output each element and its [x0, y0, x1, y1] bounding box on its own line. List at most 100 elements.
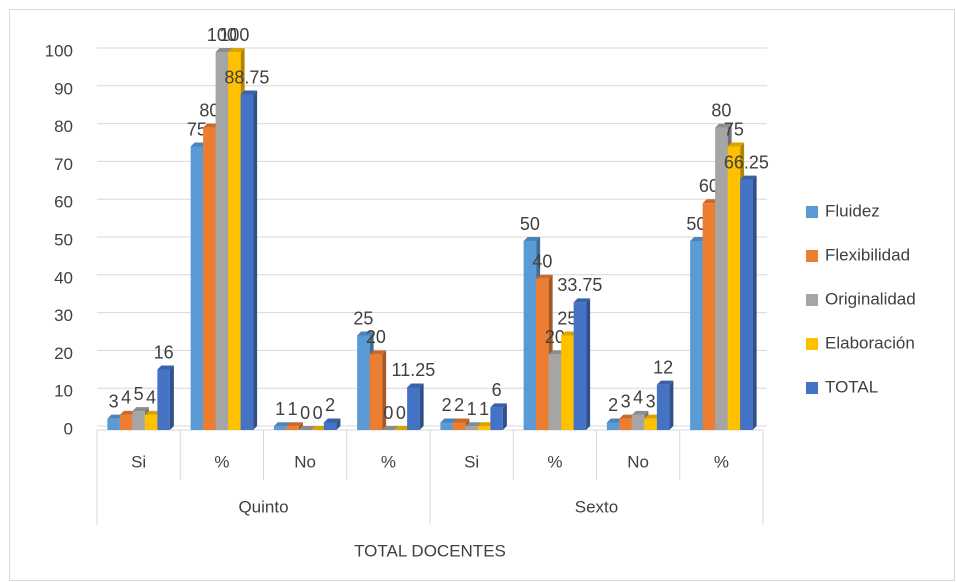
bar-top: [286, 422, 303, 427]
x-tick-label: %: [547, 452, 562, 471]
bar: [465, 426, 478, 430]
data-label: 0: [383, 403, 393, 423]
bar: [619, 418, 632, 430]
bar-top: [203, 123, 220, 128]
bar: [228, 52, 241, 430]
bar: [107, 418, 120, 430]
x-tick-label: %: [381, 452, 396, 471]
group-label: Sexto: [575, 497, 618, 516]
data-label: 40: [532, 252, 552, 272]
data-label: 4: [121, 388, 131, 408]
bar-top: [369, 350, 387, 355]
data-label: 4: [633, 388, 643, 408]
bar: [740, 179, 753, 430]
data-label: 12: [653, 357, 673, 377]
data-label: 75: [724, 119, 744, 139]
data-label: 3: [621, 391, 631, 411]
data-label: 80: [711, 100, 731, 120]
bar-top: [298, 426, 316, 430]
bar-top: [107, 414, 124, 419]
data-label: 1: [467, 399, 477, 419]
x-tick-label: Si: [131, 452, 146, 471]
bar: [452, 422, 466, 430]
bar-top: [548, 350, 566, 355]
bar-top: [119, 410, 137, 415]
data-label: 2: [325, 395, 335, 415]
bar-top: [523, 237, 541, 241]
chart-border: [9, 9, 955, 581]
legend-swatch: [806, 382, 818, 394]
legend-swatch: [806, 294, 818, 306]
bar: [548, 354, 562, 430]
bar-top: [656, 380, 674, 385]
bar: [606, 422, 620, 430]
bar: [715, 127, 728, 430]
bar: [523, 241, 537, 430]
y-tick-label: 70: [54, 155, 73, 174]
data-label: 1: [288, 399, 298, 419]
x-tick-label: No: [294, 452, 316, 471]
bar: [273, 426, 287, 430]
bar-top: [190, 142, 208, 147]
bar: [631, 414, 645, 430]
data-label: 100: [207, 25, 237, 45]
legend-label: TOTAL: [825, 377, 878, 396]
bar-top: [490, 403, 507, 408]
y-tick-label: 0: [64, 419, 73, 438]
data-label: 2: [442, 395, 452, 415]
data-label: 100: [219, 25, 249, 45]
bar: [656, 384, 670, 430]
x-tick-label: %: [714, 452, 729, 471]
data-label: 4: [146, 388, 156, 408]
bar-top: [273, 422, 291, 427]
bar: [240, 94, 254, 431]
y-tick-label: 10: [54, 382, 73, 401]
data-label: 16: [154, 342, 174, 362]
y-tick-label: 100: [45, 41, 73, 60]
bar-top: [228, 48, 245, 52]
data-label: 3: [646, 391, 656, 411]
data-label: 0: [313, 403, 323, 423]
bar-top: [631, 410, 649, 415]
y-tick-label: 60: [54, 193, 73, 212]
y-tick-label: 90: [54, 79, 73, 98]
bar: [144, 414, 158, 430]
bar-top: [144, 410, 162, 415]
bar-top: [407, 383, 424, 388]
data-label: 6: [492, 380, 502, 400]
legend-swatch: [806, 206, 818, 218]
bar-side: [419, 383, 424, 430]
data-label: 60: [699, 176, 719, 196]
bar-top: [240, 90, 258, 95]
x-tick-label: No: [627, 452, 649, 471]
data-label: 88.75: [224, 67, 269, 87]
bar-side: [502, 403, 507, 430]
bar: [157, 369, 170, 430]
bar-top: [477, 422, 495, 427]
bar: [323, 422, 337, 430]
data-label: 3: [109, 391, 119, 411]
legend-swatch: [806, 250, 818, 262]
y-tick-label: 30: [54, 306, 73, 325]
bar-side: [253, 90, 258, 431]
data-label: 75: [187, 119, 207, 139]
bar-top: [157, 365, 174, 370]
bar-top: [702, 199, 720, 204]
x-axis-title: TOTAL DOCENTES: [354, 541, 506, 560]
bar-top: [132, 407, 149, 412]
bar: [407, 387, 420, 430]
bar: [477, 426, 491, 430]
data-label: 50: [686, 214, 706, 234]
bar: [727, 146, 741, 430]
x-tick-label: %: [214, 452, 229, 471]
legend-swatch: [806, 338, 818, 350]
bar-top: [561, 331, 578, 336]
bar-top: [311, 426, 328, 430]
data-label: 11.25: [392, 360, 436, 380]
bar: [573, 302, 587, 430]
data-label: 25: [353, 308, 373, 328]
bar-top: [619, 414, 636, 419]
bar: [369, 354, 383, 430]
data-label: 33.75: [557, 275, 602, 295]
